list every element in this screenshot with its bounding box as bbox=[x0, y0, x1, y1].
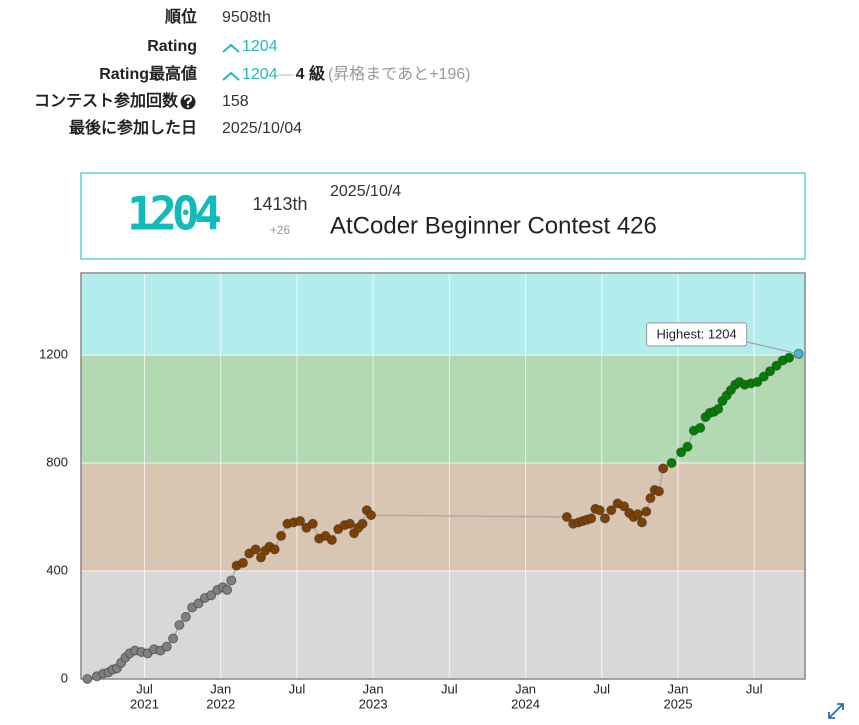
rating-point bbox=[666, 458, 677, 468]
rating-point bbox=[295, 516, 306, 527]
rating-point bbox=[606, 505, 617, 516]
row-value: 1204— 4 級 (昇格まであと+196) bbox=[242, 64, 471, 83]
contest-card: 1204 1413th +26 2025/10/4 AtCoder Beginn… bbox=[80, 172, 806, 260]
row-label: Rating bbox=[147, 38, 197, 55]
rating-point bbox=[676, 447, 687, 458]
rating-point bbox=[758, 371, 769, 382]
rating-point bbox=[193, 598, 204, 609]
rating-band bbox=[81, 463, 805, 571]
rating-point bbox=[641, 506, 652, 517]
row-value: 2025/10/04 bbox=[222, 120, 302, 137]
annotation-leader bbox=[746, 341, 799, 355]
rating-point bbox=[180, 611, 191, 622]
card-diff: +26 bbox=[270, 223, 291, 237]
x-tick-label: Jul bbox=[593, 681, 610, 696]
x-year-label: 2024 bbox=[511, 696, 540, 711]
rating-point bbox=[366, 510, 377, 521]
expand-glyph bbox=[828, 703, 844, 719]
rating-point bbox=[645, 493, 656, 504]
expand-icon[interactable] bbox=[828, 703, 844, 719]
row-value: 158 bbox=[222, 93, 249, 110]
profile: 順位 9508th Rating 1204 Rating最高値 1204— 4 級… bbox=[34, 7, 471, 137]
card-date: 2025/10/4 bbox=[330, 183, 401, 200]
x-year-label: 2021 bbox=[130, 696, 159, 711]
x-tick-label: Jul bbox=[746, 681, 763, 696]
rating-point bbox=[161, 641, 172, 652]
rating-point bbox=[226, 575, 237, 586]
card-contest: AtCoder Beginner Contest 426 bbox=[330, 212, 657, 239]
rating-point bbox=[344, 518, 355, 529]
highest: 1204 bbox=[242, 66, 278, 83]
note: (昇格まであと+196) bbox=[328, 65, 471, 83]
annotation-box bbox=[646, 322, 748, 347]
rating-point bbox=[357, 518, 368, 529]
y-tick-label: 0 bbox=[61, 670, 68, 685]
rating-point bbox=[765, 366, 776, 377]
rating-point bbox=[326, 534, 337, 545]
row-label: 最後に参加した日 bbox=[69, 118, 197, 137]
row-label: コンテスト参加回数 bbox=[34, 91, 179, 110]
rating-point bbox=[168, 633, 179, 644]
rating-point bbox=[594, 505, 605, 516]
y-tick-label: 400 bbox=[46, 562, 68, 577]
rating-point bbox=[784, 352, 795, 363]
rating-point bbox=[619, 501, 629, 512]
separator: — bbox=[278, 66, 294, 83]
row-value: 9508th bbox=[222, 9, 271, 26]
y-tick-label: 1200 bbox=[39, 346, 68, 361]
x-tick-label: Jul bbox=[289, 681, 306, 696]
rating-point bbox=[586, 513, 597, 524]
card-box bbox=[80, 172, 806, 260]
rating-point bbox=[771, 360, 782, 371]
x-tick-label: Jan bbox=[667, 681, 688, 696]
rating-point bbox=[250, 544, 261, 555]
rating-point bbox=[752, 377, 763, 387]
card-rank: 1413th bbox=[252, 194, 307, 214]
annotation: Highest: 1204 bbox=[657, 326, 737, 341]
plot-frame bbox=[80, 272, 806, 680]
x-year-label: 2023 bbox=[359, 696, 388, 711]
rating-point bbox=[307, 518, 318, 529]
rating-point bbox=[653, 486, 664, 497]
rating-point bbox=[206, 590, 217, 601]
rating-point bbox=[695, 422, 706, 433]
row-label: 順位 bbox=[164, 7, 197, 26]
chevron-icon bbox=[222, 71, 240, 81]
row-label: Rating最高値 bbox=[99, 64, 197, 83]
rating-point bbox=[222, 584, 233, 595]
rating-point bbox=[174, 620, 185, 630]
rating-band bbox=[81, 355, 805, 463]
help-dot bbox=[186, 105, 190, 108]
y-tick-label: 800 bbox=[46, 454, 68, 469]
x-year-label: 2022 bbox=[206, 696, 235, 711]
rating-point bbox=[636, 517, 647, 528]
rating-point bbox=[269, 544, 280, 555]
row-value: 1204 bbox=[242, 38, 278, 55]
chevron-icon bbox=[222, 43, 240, 53]
rating-point bbox=[82, 674, 93, 684]
x-tick-label: Jan bbox=[515, 681, 536, 696]
x-tick-label: Jan bbox=[363, 681, 384, 696]
rating-point bbox=[658, 463, 669, 474]
card-rating: 1204 bbox=[127, 187, 223, 241]
rating-point bbox=[599, 513, 610, 524]
rating-point bbox=[632, 509, 643, 520]
x-tick-label: Jul bbox=[136, 681, 153, 696]
x-tick-label: Jul bbox=[441, 681, 458, 696]
rating-point bbox=[682, 441, 693, 452]
x-year-label: 2025 bbox=[664, 696, 693, 711]
rating-band bbox=[81, 571, 805, 679]
help-glyph bbox=[184, 95, 193, 104]
rating-point bbox=[276, 530, 287, 541]
rating-point bbox=[713, 404, 724, 414]
x-tick-label: Jan bbox=[210, 681, 231, 696]
rating-point bbox=[237, 557, 248, 568]
rating-point bbox=[561, 512, 572, 522]
grade: 4 級 bbox=[296, 64, 325, 83]
